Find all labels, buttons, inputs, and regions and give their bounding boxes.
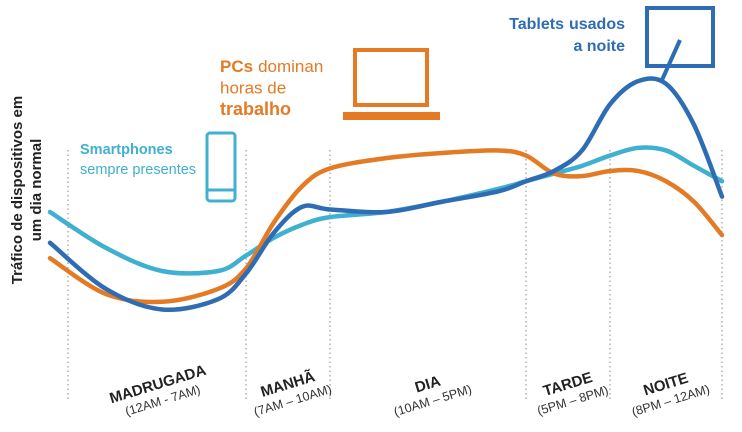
series-name: PCs bbox=[220, 57, 253, 76]
period-label: DIA(10AM – 5PM) bbox=[392, 373, 473, 420]
smartphone-icon bbox=[205, 131, 237, 203]
annotation-text: dominan bbox=[258, 57, 323, 76]
series-annotation: Smartphones sempre presentes bbox=[80, 142, 196, 178]
annotation-line: trabalho bbox=[220, 99, 291, 119]
series-annotation: PCs dominan horas de trabalho bbox=[220, 57, 323, 118]
y-label-line: um dia normal bbox=[28, 139, 45, 242]
annotation-line: a noite bbox=[573, 38, 625, 55]
annotation-line: Tablets usados bbox=[509, 16, 625, 33]
period-label: NOITE(8PM – 12AM) bbox=[630, 370, 711, 419]
annotation-line: PCs dominan bbox=[220, 57, 323, 76]
period-label: MANHÃ(7AM – 10AM) bbox=[252, 367, 333, 419]
tablet-icon bbox=[645, 6, 715, 81]
period-name: DIA bbox=[413, 373, 443, 397]
series-name: Smartphones bbox=[80, 142, 173, 158]
laptop-icon bbox=[343, 48, 440, 120]
series-annotation: Tablets usados a noite bbox=[509, 16, 625, 55]
series-line bbox=[47, 76, 725, 313]
period-label: MADRUGADA(12AM - 7AM) bbox=[108, 362, 209, 419]
annotation-line: Smartphones bbox=[80, 142, 173, 158]
annotation-line: horas de bbox=[220, 78, 286, 97]
series-line bbox=[47, 148, 725, 305]
annotation-line: sempre presentes bbox=[80, 162, 196, 178]
series-name: Tablets bbox=[509, 16, 564, 33]
y-axis-label: Tráfico de dispositivos em um dia normal bbox=[9, 96, 45, 284]
annotation-text: usados bbox=[569, 16, 625, 33]
period-label: TARDE(5PM – 8PM) bbox=[536, 369, 611, 418]
y-label-line: Tráfico de dispositivos em bbox=[9, 96, 26, 284]
